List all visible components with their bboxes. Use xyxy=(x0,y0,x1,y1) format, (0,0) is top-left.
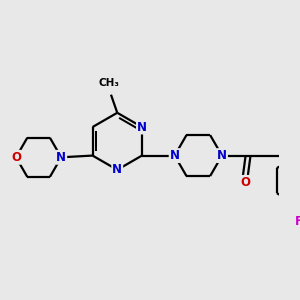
Text: F: F xyxy=(295,215,300,228)
Text: N: N xyxy=(217,149,227,162)
Text: CH₃: CH₃ xyxy=(99,78,120,88)
Text: N: N xyxy=(170,149,180,162)
Text: N: N xyxy=(137,121,147,134)
Text: N: N xyxy=(112,163,122,176)
Text: N: N xyxy=(56,151,66,164)
Text: O: O xyxy=(240,176,250,189)
Text: O: O xyxy=(11,151,21,164)
